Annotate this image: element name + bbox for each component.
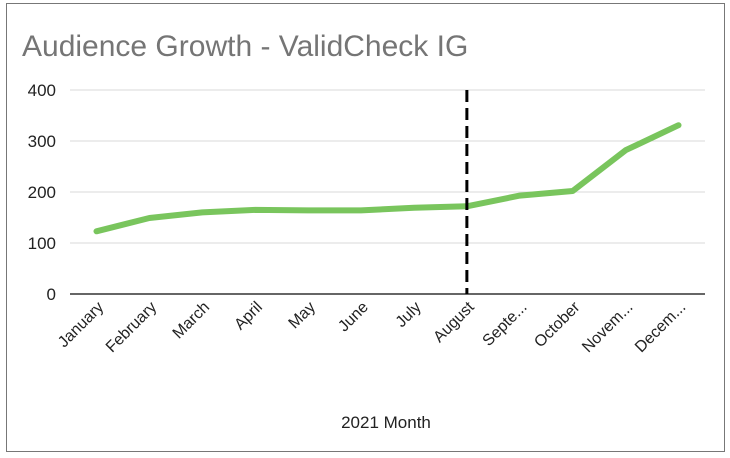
chart-title: Audience Growth - ValidCheck IG (22, 30, 468, 63)
x-tick-label: April (231, 299, 266, 334)
y-tick-label: 200 (28, 183, 56, 202)
x-tick-label: February (103, 299, 160, 356)
y-tick-label: 300 (28, 132, 56, 151)
series-line[interactable] (93, 122, 682, 235)
x-tick-label: July (393, 299, 425, 331)
x-tick-label: June (335, 299, 372, 336)
y-tick-label: 400 (28, 81, 56, 100)
series-group (93, 122, 682, 235)
gridlines (70, 89, 705, 295)
y-axis-ticks: 0 100 200 300 400 (28, 81, 56, 304)
x-tick-label: October (531, 298, 584, 351)
y-tick-label: 100 (28, 234, 56, 253)
x-tick-label: Novem... (579, 299, 636, 356)
chart-frame[interactable] (6, 3, 725, 452)
x-tick-label: March (170, 299, 213, 342)
x-tick-label: August (430, 298, 478, 346)
x-axis-label: 2021 Month (341, 413, 431, 432)
x-tick-label: Decem... (632, 299, 689, 356)
x-tick-label: Septe... (480, 299, 531, 350)
y-tick-label: 0 (47, 285, 56, 304)
x-tick-label: January (55, 299, 107, 351)
x-tick-label: May (286, 299, 319, 332)
